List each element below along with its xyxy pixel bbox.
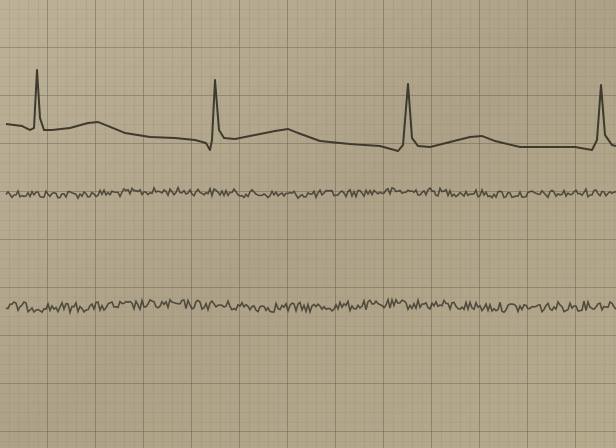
major-grid [0,0,616,448]
ecg-strip [0,0,616,448]
page: (() => { const g = document.getElementBy… [0,0,616,448]
